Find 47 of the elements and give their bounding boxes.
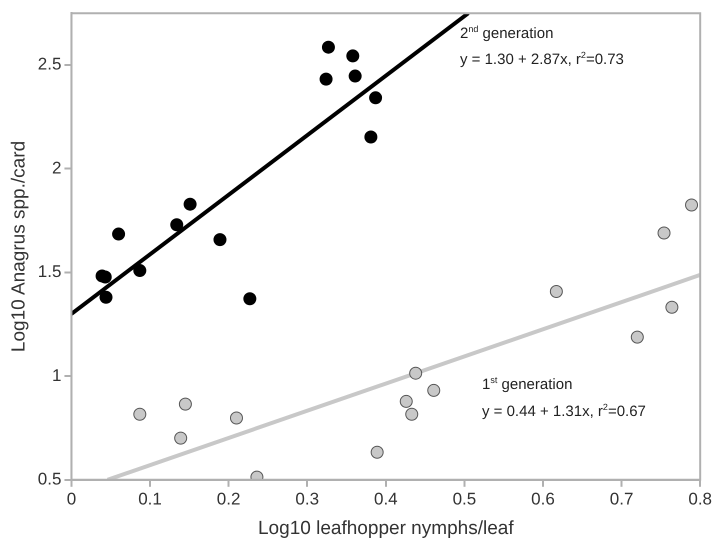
point — [133, 264, 146, 278]
y-tick-label: 1.5 — [38, 262, 62, 282]
point — [322, 40, 335, 54]
point — [320, 72, 333, 86]
point — [400, 394, 413, 408]
x-tick-label: 0.4 — [374, 490, 398, 509]
point — [178, 398, 192, 411]
annotation: y = 1.30 + 2.87x, r$^{2}$=0.73 — [460, 50, 624, 68]
point — [243, 292, 256, 306]
point — [369, 91, 382, 104]
point — [170, 218, 184, 232]
point — [427, 384, 440, 397]
point — [630, 330, 644, 344]
point — [213, 233, 226, 246]
annotation: 1$^{st}$ generation — [482, 375, 572, 393]
point — [184, 198, 197, 211]
point — [550, 285, 563, 298]
point — [658, 226, 671, 240]
y-tick-label: 2 — [52, 158, 62, 178]
y-axis-title: Log10 Anagrus spp./card — [8, 140, 30, 352]
point — [346, 49, 360, 62]
point — [685, 198, 698, 212]
point — [112, 228, 126, 241]
point — [364, 130, 378, 144]
point — [665, 300, 678, 314]
point — [348, 70, 362, 83]
y-tick-label: 0.5 — [38, 469, 62, 488]
point — [405, 408, 418, 421]
point — [174, 432, 188, 445]
x-tick-label: 0.5 — [452, 490, 476, 509]
y-tick-label: 2.5 — [38, 54, 62, 74]
point — [370, 446, 384, 459]
x-tick-label: 0.7 — [610, 490, 634, 509]
point — [133, 408, 146, 421]
point — [100, 290, 113, 304]
x-tick-label: 0.6 — [531, 490, 555, 509]
x-tick-label: 0.8 — [688, 490, 712, 509]
x-tick-label: 0.3 — [295, 490, 320, 509]
y-tick-label: 1 — [52, 366, 62, 385]
x-tick-label: 0.2 — [216, 490, 240, 509]
x-tick-label: 0.1 — [138, 490, 162, 509]
x-tick-label: 0 — [66, 490, 76, 509]
annotation: y = 0.44 + 1.31x, r$^{2}$=0.67 — [482, 402, 646, 420]
point — [230, 412, 243, 424]
x-axis-title: Log10 leafhopper nymphs/leaf — [258, 518, 514, 539]
annotation: 2$^{nd}$ generation — [460, 24, 554, 42]
point — [409, 366, 422, 380]
